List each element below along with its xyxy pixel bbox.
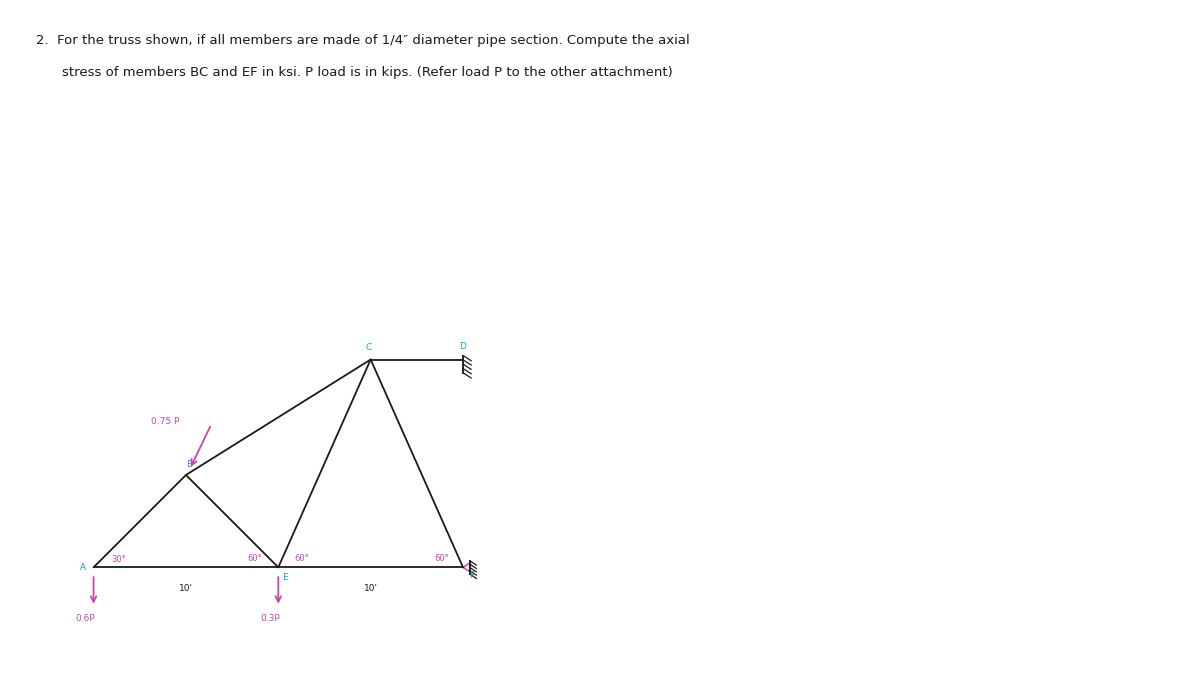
Text: 60°: 60° bbox=[434, 554, 450, 563]
Text: B: B bbox=[186, 460, 193, 469]
Text: E: E bbox=[282, 573, 288, 582]
Text: F: F bbox=[469, 571, 474, 580]
Text: 60°: 60° bbox=[248, 554, 263, 563]
Text: C: C bbox=[365, 344, 372, 352]
Text: 60°: 60° bbox=[294, 554, 308, 563]
Text: 10': 10' bbox=[179, 584, 193, 593]
Text: 30°: 30° bbox=[112, 555, 126, 564]
Text: 0.3P: 0.3P bbox=[260, 614, 280, 622]
Text: 0.6P: 0.6P bbox=[76, 614, 95, 622]
Text: 0.75 P: 0.75 P bbox=[151, 417, 179, 427]
Text: A: A bbox=[80, 563, 86, 572]
Text: D: D bbox=[460, 342, 467, 351]
Text: 2.  For the truss shown, if all members are made of 1/4″ diameter pipe section. : 2. For the truss shown, if all members a… bbox=[36, 34, 690, 47]
Text: stress of members BC and EF in ksi. P load is in kips. (Refer load P to the othe: stress of members BC and EF in ksi. P lo… bbox=[62, 66, 673, 79]
Text: 10': 10' bbox=[364, 584, 378, 593]
